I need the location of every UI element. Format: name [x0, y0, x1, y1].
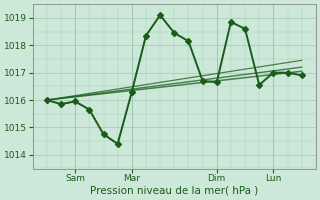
X-axis label: Pression niveau de la mer( hPa ): Pression niveau de la mer( hPa ): [90, 186, 259, 196]
